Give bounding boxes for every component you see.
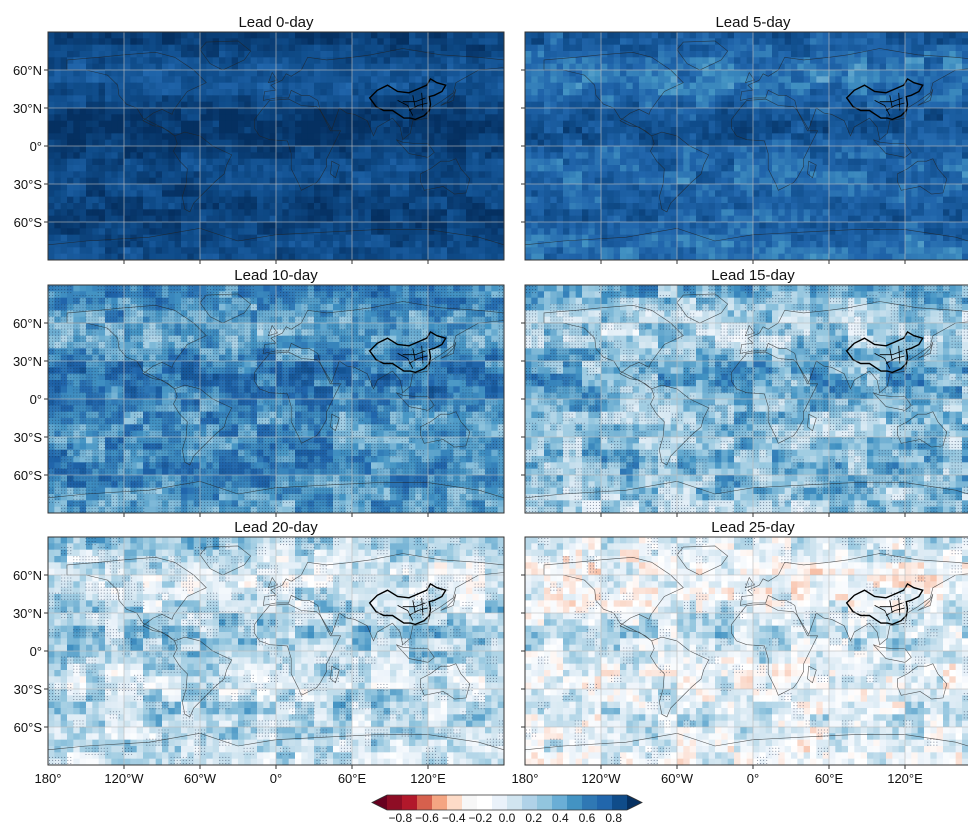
lat-tick-label: 0° [30,644,42,659]
lat-tick-label: 0° [30,392,42,407]
gridlines [48,32,504,260]
heatmap-cells [48,32,504,260]
coastlines [48,40,504,246]
colorbar-segment [417,795,433,810]
gridlines [525,537,968,765]
lat-tick-label: 60°N [13,63,42,78]
lon-tick-label: 60°W [661,771,694,786]
map-panel: Lead 25-day 180° 120°W 60°W 0° 60°E 120°E [512,519,968,786]
heatmap-cells [525,32,968,260]
colorbar: −0.8 −0.6 −0.4 −0.2 0.0 0.2 0.4 0.6 0.8 [371,794,643,825]
panel-title: Lead 10-day [234,267,318,284]
panel-title: Lead 25-day [711,519,795,536]
lon-tick-label: 60°E [338,771,367,786]
map-panel: Lead 5-day [521,14,968,264]
lon-tick-label: 0° [270,771,282,786]
lon-tick-label: 120°E [887,771,923,786]
colorbar-segment [612,795,628,810]
colorbar-segment [507,795,523,810]
china-outline [368,77,447,121]
lon-tick-label: 0° [747,771,759,786]
colorbar-segment [432,795,448,810]
lon-tick-label: 180° [35,771,62,786]
lat-tick-label: 30°N [13,354,42,369]
colorbar-extend-min [372,795,387,810]
colorbar-tick-label: 0.8 [605,811,622,825]
colorbar-tick-label: −0.8 [388,811,412,825]
lat-tick-label: 60°N [13,316,42,331]
lat-tick-label: 60°S [14,720,43,735]
colorbar-segment [447,795,463,810]
colorbar-tick-label: −0.2 [468,811,492,825]
colorbar-segment [462,795,478,810]
lon-tick-label: 120°W [581,771,621,786]
gridlines [48,285,504,513]
panel-title: Lead 15-day [711,267,795,284]
map-panel: Lead 20-day 60°N 30°N 0° 30°S 60°S 180° 120°W 60… [13,519,505,786]
colorbar-tick-label: −0.4 [442,811,466,825]
map-panel: Lead 10-day 60°N 30°N 0° 30°S 60°S [13,267,505,517]
colorbar-tick-label: 0.0 [499,811,516,825]
colorbar-segment [552,795,568,810]
panel-title: Lead 5-day [715,14,791,31]
heatmap-cells [48,537,504,765]
lat-tick-label: 30°S [14,177,43,192]
lat-tick-label: 30°N [13,606,42,621]
lat-tick-label: 30°N [13,101,42,116]
gridlines [525,32,968,260]
lat-tick-label: 30°S [14,682,43,697]
lat-tick-label: 30°S [14,430,43,445]
panel-title: Lead 20-day [234,519,318,536]
china-outline [368,330,447,374]
lon-tick-label: 120°E [410,771,446,786]
gridlines [48,537,504,765]
lat-tick-label: 0° [30,139,42,154]
colorbar-segment [597,795,613,810]
colorbar-segment [402,795,418,810]
colorbar-segment [477,795,493,810]
colorbar-extend-max [627,795,642,810]
colorbar-tick-label: 0.4 [552,811,569,825]
china-outline [845,330,924,374]
colorbar-segment [492,795,508,810]
lon-tick-label: 120°W [104,771,144,786]
panels: Lead 0-day 60°N 30°N 0° 30°S 60°S Lead 5-day Le… [13,14,968,786]
china-outline [845,582,924,626]
significance-stippling [48,537,504,765]
gridlines [525,285,968,513]
china-outline [845,77,924,121]
lat-tick-label: 60°N [13,568,42,583]
colorbar-tick-label: 0.2 [525,811,542,825]
map-panel: Lead 0-day 60°N 30°N 0° 30°S 60°S [13,14,505,264]
heatmap-cells [48,285,504,513]
lat-tick-label: 60°S [14,215,43,230]
china-outline [368,582,447,626]
colorbar-segment [582,795,598,810]
panel-title: Lead 0-day [238,14,314,31]
colorbar-tick-label: 0.6 [579,811,596,825]
colorbar-segment [522,795,538,810]
colorbar-tick-label: −0.6 [415,811,439,825]
map-panel: Lead 15-day [521,267,968,517]
lon-tick-label: 60°W [184,771,217,786]
colorbar-segment [537,795,553,810]
lon-tick-label: 60°E [815,771,844,786]
colorbar-segment [387,795,403,810]
lon-tick-label: 180° [512,771,539,786]
lat-tick-label: 60°S [14,468,43,483]
colorbar-segment [567,795,583,810]
